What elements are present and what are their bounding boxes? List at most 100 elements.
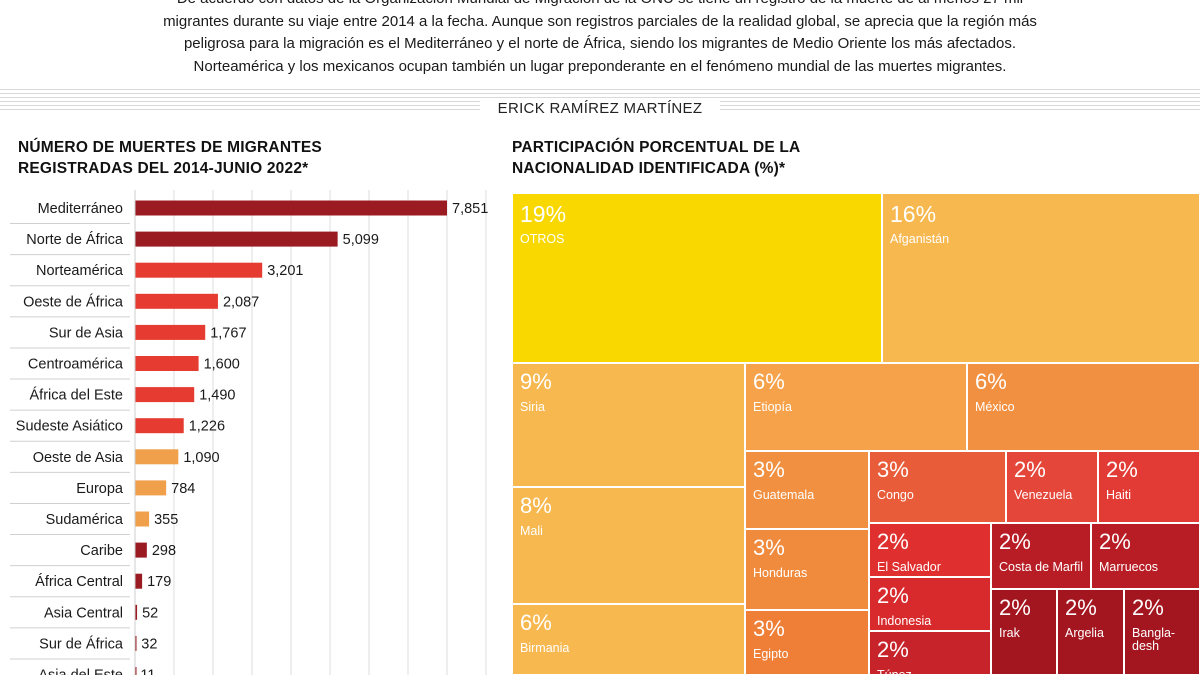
treemap-label: Irak [999,626,1020,640]
treemap-title-line: PARTICIPACIÓN PORCENTUAL DE LA [512,139,801,156]
treemap-percent: 2% [877,637,909,662]
treemap-percent: 3% [877,457,909,482]
treemap-cell: 19% OTROS [512,193,882,363]
treemap-cell: 3% Congo [869,451,1006,523]
section-separator [0,88,1200,110]
treemap-label: Argelia [1065,626,1104,640]
treemap-cell: 8% Mali [512,487,745,604]
treemap-label: México [975,400,1015,414]
treemap-cell: 6% Birmania [512,604,745,675]
bar-value-label: 784 [171,481,195,497]
bar [135,511,150,527]
treemap-percent: 2% [1014,457,1046,482]
treemap-percent: 9% [520,369,552,394]
bar [135,200,447,216]
treemap-cell: 3% Honduras [745,529,869,610]
bar-value-label: 1,600 [204,357,240,373]
treemap-cell: 2% Costa de Marfil [991,523,1091,589]
bar-category-label: Sur de África [39,635,124,652]
treemap-label: Marruecos [1099,560,1159,574]
treemap-percent: 2% [1132,595,1164,620]
bar [135,293,218,309]
treemap-label: Siria [520,400,546,414]
treemap-label: El Salvador [877,560,941,574]
bar-category-label: Asia Central [44,605,123,621]
bar-value-label: 298 [152,543,176,559]
bar [135,542,147,558]
bar [135,604,138,620]
bar-value-label: 11 [140,668,155,675]
treemap-cell: 2% El Salvador [869,523,991,577]
bar-value-label: 1,090 [183,450,219,466]
bar-category-label: Asia del Este [38,668,123,675]
bar-category-label: Norte de África [26,231,124,248]
bar [135,667,137,675]
deaths-bar-chart: Mediterráneo 7,851 Norte de África 5,099 Nor… [10,190,488,675]
treemap-percent: 2% [999,595,1031,620]
treemap-percent: 2% [1106,457,1138,482]
bar-category-label: Sur de Asia [49,325,124,341]
treemap-label: Costa de Marfil [999,560,1084,574]
treemap-label: Egipto [753,647,789,661]
bar-chart-title-line: NÚMERO DE MUERTES DE MIGRANTES [18,139,322,156]
treemap-cell: 2% Bangla-desh [1124,589,1200,675]
treemap-cell: 2% Venezuela [1006,451,1098,523]
treemap-percent: 2% [999,529,1031,554]
treemap-cell: 2% Irak [991,589,1057,675]
treemap-label: Congo [877,488,914,502]
bar-category-label: Sudeste Asiático [16,419,123,435]
treemap-label: Indonesia [877,614,932,628]
treemap-percent: 2% [1065,595,1097,620]
treemap-percent: 3% [753,535,785,560]
bar-value-label: 32 [141,636,157,652]
intro-line: De acuerdo con datos de la Organización … [100,0,1100,11]
intro-text: De acuerdo con datos de la Organización … [100,0,1100,78]
intro-line: peligrosa para la migración es el Medite… [183,35,1017,52]
treemap-cell: 9% Siria [512,363,745,487]
bar-category-label: Sudamérica [46,512,124,528]
treemap-percent: 19% [520,201,567,227]
author-byline: ERICK RAMÍREZ MARTÍNEZ [480,100,720,117]
bar [135,262,263,278]
bar-chart-title-line: REGISTRADAS DEL 2014-JUNIO 2022* [18,160,309,177]
treemap-cell: 6% México [967,363,1200,451]
treemap-percent: 3% [753,616,785,641]
bar-category-label: Mediterráneo [38,201,123,217]
treemap-label: Mali [520,524,543,538]
treemap-label: Túnez [877,668,912,675]
bar [135,573,143,589]
treemap-cell: 2% Marruecos [1091,523,1200,589]
treemap-cell: 3% Egipto [745,610,869,675]
treemap-label: Birmania [520,641,570,655]
bar-value-label: 179 [147,574,171,590]
bar-value-label: 1,767 [210,325,246,341]
intro-line: migrantes durante su viaje entre 2014 a … [163,12,1037,30]
treemap-cell: 2% Argelia [1057,589,1124,675]
bar [135,449,179,465]
treemap-percent: 2% [1099,529,1131,554]
treemap-title-line: NACIONALIDAD IDENTIFICADA (%)* [512,160,786,177]
treemap-percent: 6% [520,610,552,635]
bar-value-label: 7,851 [452,201,488,217]
bar-category-label: Caribe [80,543,123,559]
treemap-cell: 2% Haiti [1098,451,1200,523]
treemap-percent: 6% [975,369,1007,394]
treemap-label: Haiti [1106,488,1132,502]
bar-value-label: 52 [142,605,158,621]
bar-value-label: 1,226 [189,419,225,435]
treemap-label: Guatemala [753,488,815,502]
treemap-cell: 6% Etiopía [745,363,967,451]
bar-value-label: 355 [154,512,178,528]
bar-category-label: África Central [35,573,123,590]
treemap-percent: 6% [753,369,785,394]
treemap-cell: 3% Guatemala [745,451,869,529]
treemap-percent: 8% [520,493,552,518]
bar-value-label: 3,201 [267,263,303,279]
treemap-label: Bangla-desh [1132,626,1176,653]
bar-category-label: Europa [76,481,124,497]
bar-category-label: África del Este [30,387,124,404]
bar-value-label: 2,087 [223,294,259,310]
bar [135,231,338,247]
treemap-percent: 2% [877,529,909,554]
bar-category-label: Centroamérica [28,357,124,373]
